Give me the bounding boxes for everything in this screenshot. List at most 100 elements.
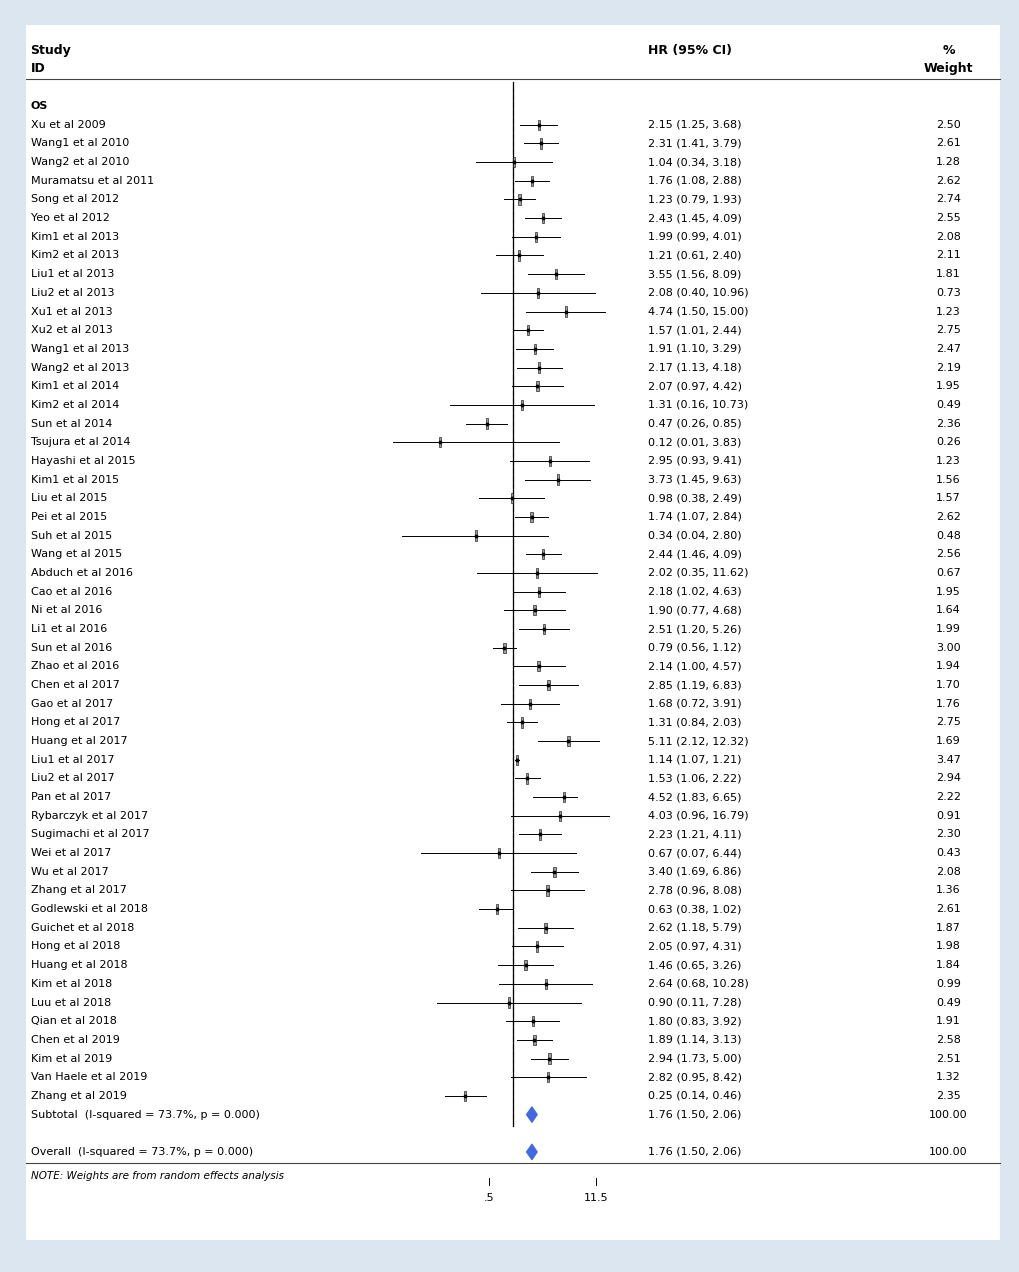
- Text: Xu1 et al 2013: Xu1 et al 2013: [31, 307, 112, 317]
- Text: 1.28: 1.28: [935, 158, 960, 167]
- Text: Sugimachi et al 2017: Sugimachi et al 2017: [31, 829, 149, 840]
- Text: 2.94: 2.94: [935, 773, 960, 784]
- Text: 0.90 (0.11, 7.28): 0.90 (0.11, 7.28): [647, 997, 741, 1007]
- Text: Pan et al 2017: Pan et al 2017: [31, 792, 111, 803]
- Text: 1.76 (1.08, 2.88): 1.76 (1.08, 2.88): [647, 176, 741, 186]
- Text: Sun et al 2014: Sun et al 2014: [31, 418, 112, 429]
- Text: Li1 et al 2016: Li1 et al 2016: [31, 625, 107, 633]
- Text: 0.47 (0.26, 0.85): 0.47 (0.26, 0.85): [647, 418, 741, 429]
- Text: 2.05 (0.97, 4.31): 2.05 (0.97, 4.31): [647, 941, 741, 951]
- Text: Suh et al 2015: Suh et al 2015: [31, 530, 112, 541]
- Text: Pei et al 2015: Pei et al 2015: [31, 511, 107, 522]
- Text: 1.76: 1.76: [935, 698, 960, 709]
- Text: 0.73: 0.73: [935, 287, 960, 298]
- Text: 3.47: 3.47: [935, 754, 960, 764]
- Text: 2.23 (1.21, 4.11): 2.23 (1.21, 4.11): [647, 829, 741, 840]
- Text: 2.07 (0.97, 4.42): 2.07 (0.97, 4.42): [647, 382, 741, 392]
- Bar: [474, 530, 476, 541]
- Bar: [511, 494, 513, 504]
- Text: Hong et al 2018: Hong et al 2018: [31, 941, 120, 951]
- Text: 1.14 (1.07, 1.21): 1.14 (1.07, 1.21): [647, 754, 741, 764]
- Text: Xu2 et al 2013: Xu2 et al 2013: [31, 326, 112, 336]
- Text: 2.95 (0.93, 9.41): 2.95 (0.93, 9.41): [647, 455, 741, 466]
- Text: 1.31 (0.16, 10.73): 1.31 (0.16, 10.73): [647, 399, 747, 410]
- Text: 0.49: 0.49: [935, 997, 960, 1007]
- Text: 2.18 (1.02, 4.63): 2.18 (1.02, 4.63): [647, 586, 741, 597]
- Text: 1.36: 1.36: [935, 885, 960, 895]
- Text: 1.46 (0.65, 3.26): 1.46 (0.65, 3.26): [647, 960, 741, 971]
- Text: Kim2 et al 2013: Kim2 et al 2013: [31, 251, 119, 261]
- Text: 1.90 (0.77, 4.68): 1.90 (0.77, 4.68): [647, 605, 741, 616]
- Text: 1.99 (0.99, 4.01): 1.99 (0.99, 4.01): [647, 232, 741, 242]
- Text: 2.62: 2.62: [935, 511, 960, 522]
- Bar: [516, 754, 518, 764]
- Polygon shape: [526, 1144, 537, 1160]
- Text: 0.25 (0.14, 0.46): 0.25 (0.14, 0.46): [647, 1091, 741, 1100]
- Text: 0.79 (0.56, 1.12): 0.79 (0.56, 1.12): [647, 642, 741, 653]
- Text: 0.98 (0.38, 2.49): 0.98 (0.38, 2.49): [647, 494, 741, 504]
- Text: HR (95% CI): HR (95% CI): [647, 43, 731, 56]
- Text: 0.49: 0.49: [935, 399, 960, 410]
- Text: 2.11: 2.11: [935, 251, 960, 261]
- Text: 2.50: 2.50: [935, 120, 960, 130]
- Bar: [537, 661, 539, 672]
- Text: Chen et al 2019: Chen et al 2019: [31, 1035, 119, 1044]
- Bar: [544, 922, 546, 932]
- Text: Kim1 et al 2013: Kim1 et al 2013: [31, 232, 118, 242]
- Text: Luu et al 2018: Luu et al 2018: [31, 997, 111, 1007]
- Text: Qian et al 2018: Qian et al 2018: [31, 1016, 116, 1027]
- Text: Huang et al 2018: Huang et al 2018: [31, 960, 127, 971]
- Bar: [485, 418, 487, 429]
- Bar: [521, 399, 523, 410]
- Text: Zhang et al 2019: Zhang et al 2019: [31, 1091, 126, 1100]
- Text: 2.14 (1.00, 4.57): 2.14 (1.00, 4.57): [647, 661, 741, 672]
- Text: 2.08: 2.08: [935, 232, 960, 242]
- Text: 1.99: 1.99: [935, 625, 960, 633]
- Text: Sun et al 2016: Sun et al 2016: [31, 642, 112, 653]
- Text: 1.87: 1.87: [935, 922, 960, 932]
- Text: Liu et al 2015: Liu et al 2015: [31, 494, 107, 504]
- Text: 2.31 (1.41, 3.79): 2.31 (1.41, 3.79): [647, 139, 741, 149]
- Bar: [520, 717, 523, 728]
- Text: NOTE: Weights are from random effects analysis: NOTE: Weights are from random effects an…: [31, 1172, 283, 1182]
- Bar: [513, 156, 515, 167]
- Text: Van Haele et al 2019: Van Haele et al 2019: [31, 1072, 147, 1082]
- Bar: [537, 363, 540, 373]
- Text: 2.61: 2.61: [935, 139, 960, 149]
- Text: 2.22: 2.22: [935, 792, 960, 803]
- Text: Gao et al 2017: Gao et al 2017: [31, 698, 113, 709]
- Text: Wang2 et al 2010: Wang2 et al 2010: [31, 158, 128, 167]
- Bar: [536, 382, 538, 392]
- Text: 2.51: 2.51: [935, 1053, 960, 1063]
- Text: 1.53 (1.06, 2.22): 1.53 (1.06, 2.22): [647, 773, 741, 784]
- Bar: [526, 326, 529, 336]
- Text: 2.55: 2.55: [935, 214, 960, 223]
- Text: 1.57: 1.57: [935, 494, 960, 504]
- Text: 2.62 (1.18, 5.79): 2.62 (1.18, 5.79): [647, 922, 741, 932]
- Text: 1.80 (0.83, 3.92): 1.80 (0.83, 3.92): [647, 1016, 741, 1027]
- Text: Liu1 et al 2017: Liu1 et al 2017: [31, 754, 114, 764]
- Text: 2.08: 2.08: [935, 866, 960, 876]
- Bar: [530, 176, 533, 186]
- Bar: [546, 885, 548, 895]
- Text: 0.48: 0.48: [935, 530, 960, 541]
- Text: 2.35: 2.35: [935, 1091, 960, 1100]
- Text: Kim2 et al 2014: Kim2 et al 2014: [31, 399, 119, 410]
- Text: 0.67 (0.07, 6.44): 0.67 (0.07, 6.44): [647, 848, 741, 859]
- Bar: [533, 343, 535, 354]
- Text: Overall  (I-squared = 73.7%, p = 0.000): Overall (I-squared = 73.7%, p = 0.000): [31, 1147, 253, 1158]
- Bar: [529, 698, 531, 709]
- Text: 2.85 (1.19, 6.83): 2.85 (1.19, 6.83): [647, 681, 741, 689]
- Text: Song et al 2012: Song et al 2012: [31, 195, 118, 205]
- Text: 2.64 (0.68, 10.28): 2.64 (0.68, 10.28): [647, 979, 748, 988]
- Text: Kim1 et al 2014: Kim1 et al 2014: [31, 382, 119, 392]
- Text: 1.64: 1.64: [935, 605, 960, 616]
- Text: 0.63 (0.38, 1.02): 0.63 (0.38, 1.02): [647, 904, 741, 915]
- Bar: [497, 848, 499, 859]
- Text: 2.78 (0.96, 8.08): 2.78 (0.96, 8.08): [647, 885, 741, 895]
- Text: 3.55 (1.56, 8.09): 3.55 (1.56, 8.09): [647, 270, 741, 279]
- Text: 2.82 (0.95, 8.42): 2.82 (0.95, 8.42): [647, 1072, 741, 1082]
- Text: 5.11 (2.12, 12.32): 5.11 (2.12, 12.32): [647, 736, 748, 747]
- Bar: [541, 550, 544, 560]
- Text: 1.57 (1.01, 2.44): 1.57 (1.01, 2.44): [647, 326, 741, 336]
